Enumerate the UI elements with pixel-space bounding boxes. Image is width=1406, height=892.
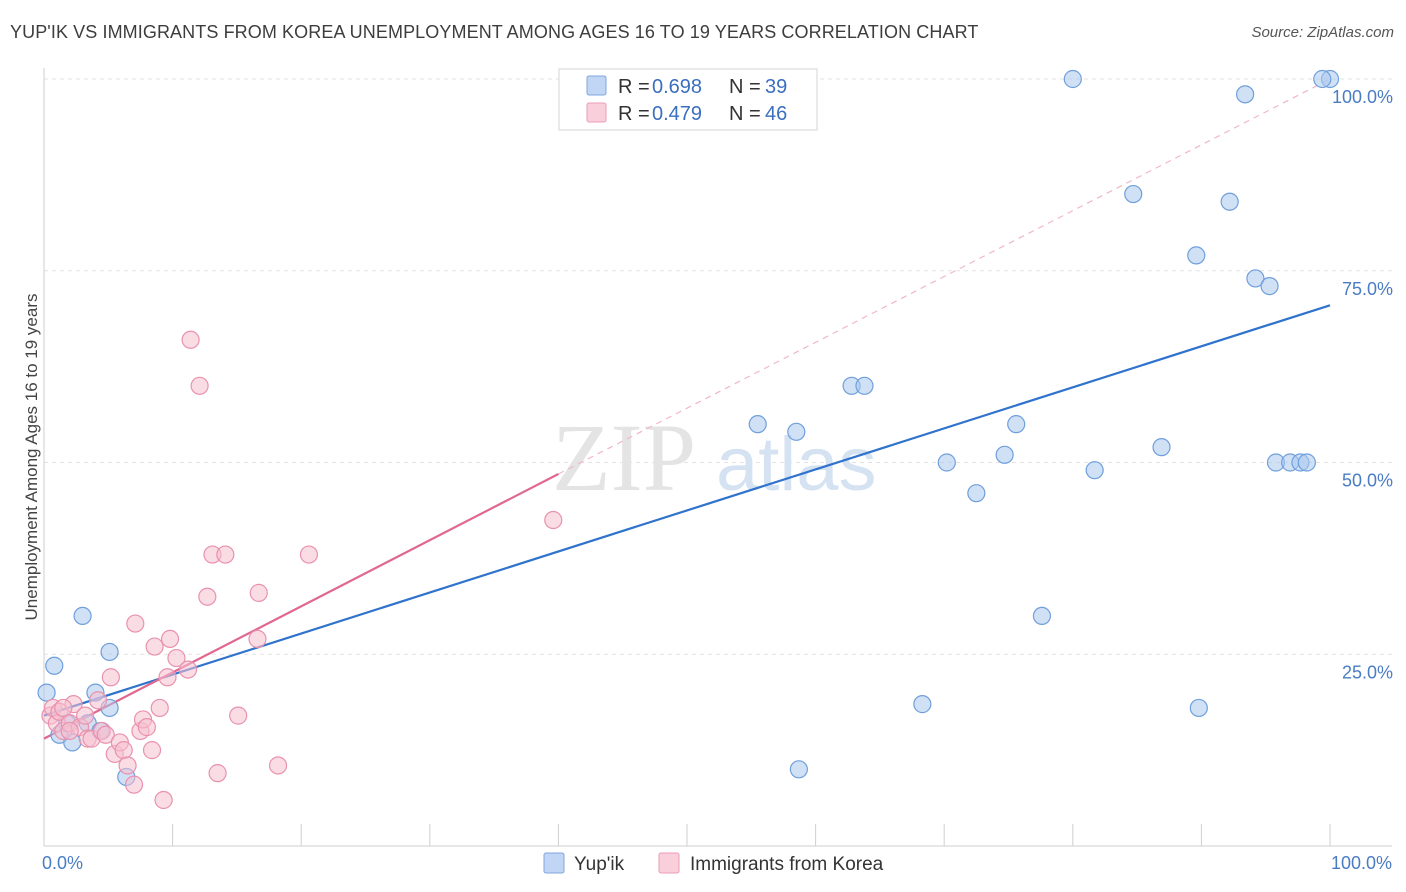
point-korea <box>216 545 235 564</box>
point-korea <box>60 721 79 741</box>
point-yupik <box>1260 276 1279 296</box>
point-yupik <box>787 422 806 441</box>
y-tick-label: 50.0% <box>1342 471 1393 491</box>
point-korea <box>198 587 217 606</box>
legend-bottom-swatch-korea <box>658 852 680 874</box>
legend-n-value-2: 46 <box>765 103 787 125</box>
trend-extension-korea <box>558 78 1331 475</box>
point-korea <box>96 725 115 744</box>
point-korea <box>154 790 173 810</box>
point-korea <box>249 583 268 602</box>
x-tick-label: 0.0% <box>42 853 83 873</box>
point-korea <box>208 764 227 783</box>
point-korea <box>190 376 209 395</box>
point-yupik <box>1246 269 1265 288</box>
point-yupik <box>1124 184 1143 204</box>
point-yupik <box>1189 698 1208 718</box>
watermark: ZIP atlas <box>552 404 877 511</box>
point-korea <box>101 668 120 687</box>
point-yupik <box>1313 69 1332 89</box>
point-yupik <box>789 760 808 779</box>
point-korea <box>54 698 73 718</box>
point-yupik <box>1187 246 1206 265</box>
legend-swatch-korea <box>586 102 607 123</box>
point-korea <box>88 691 108 710</box>
point-yupik <box>967 484 986 503</box>
legend-swatch-yupik <box>586 75 607 96</box>
point-korea <box>160 629 180 649</box>
point-korea <box>181 330 200 349</box>
legend-n-label-2: N = <box>729 103 761 125</box>
y-tick-label: 75.0% <box>1342 279 1393 299</box>
source-label: Source: ZipAtlas.com <box>1251 24 1394 41</box>
trend-lines <box>43 78 1331 740</box>
legend-r-value-2: 0.479 <box>652 103 702 125</box>
point-korea <box>268 756 288 775</box>
point-korea <box>150 698 169 718</box>
point-korea <box>126 614 145 633</box>
x-tick-label: 100.0% <box>1331 853 1392 873</box>
point-korea <box>544 510 563 530</box>
grid-lines <box>44 78 1392 655</box>
point-korea <box>248 629 267 649</box>
point-korea <box>145 637 164 656</box>
chart-title: YUP'IK VS IMMIGRANTS FROM KOREA UNEMPLOY… <box>10 22 979 42</box>
point-korea <box>76 706 95 725</box>
legend-r-label-1: R = <box>618 76 650 98</box>
point-yupik <box>937 453 956 472</box>
point-yupik <box>995 445 1014 464</box>
legend-bottom-label-yupik: Yup'ik <box>574 854 625 875</box>
point-korea <box>299 545 319 564</box>
point-yupik <box>100 642 119 662</box>
y-tick-label: 25.0% <box>1342 662 1393 682</box>
point-korea <box>142 741 162 760</box>
legend-r-value-1: 0.698 <box>652 76 702 98</box>
point-korea <box>118 756 137 775</box>
legend-n-value-1: 39 <box>765 76 787 98</box>
point-yupik <box>1063 69 1082 89</box>
point-korea <box>114 741 133 760</box>
point-yupik <box>37 683 56 702</box>
y-axis-label: Unemployment Among Ages 16 to 19 years <box>22 294 41 621</box>
legend-n-label-1: N = <box>729 76 761 98</box>
point-yupik <box>1152 438 1171 457</box>
point-korea <box>229 706 248 725</box>
point-yupik <box>1236 85 1255 104</box>
legend-bottom-label-korea: Immigrants from Korea <box>690 854 884 875</box>
point-korea <box>158 668 177 687</box>
point-yupik <box>748 415 767 434</box>
point-yupik <box>1032 606 1052 626</box>
point-yupik <box>913 695 932 714</box>
legend-r-label-2: R = <box>618 103 650 125</box>
point-yupik <box>1007 415 1026 434</box>
point-yupik <box>73 606 92 626</box>
legend-bottom: Yup'ik Immigrants from Korea <box>543 852 884 875</box>
point-yupik <box>45 656 64 675</box>
point-yupik <box>1220 192 1239 211</box>
data-points <box>37 69 1340 810</box>
trend-line-korea <box>43 473 559 740</box>
legend-top: R = 0.698 N = 39 R = 0.479 N = 46 <box>558 68 818 131</box>
y-tick-label: 100.0% <box>1332 87 1393 107</box>
point-korea <box>167 648 186 668</box>
tick-labels: 0.0% 100.0% 25.0% 50.0% 75.0% 100.0% <box>42 87 1393 873</box>
point-yupik <box>855 376 874 395</box>
point-yupik <box>1297 453 1316 472</box>
watermark-zip: ZIP <box>552 404 696 511</box>
point-korea <box>178 660 198 679</box>
point-korea <box>124 775 144 794</box>
legend-bottom-swatch-yupik <box>543 852 565 874</box>
point-korea <box>137 718 156 737</box>
point-yupik <box>1085 461 1104 480</box>
